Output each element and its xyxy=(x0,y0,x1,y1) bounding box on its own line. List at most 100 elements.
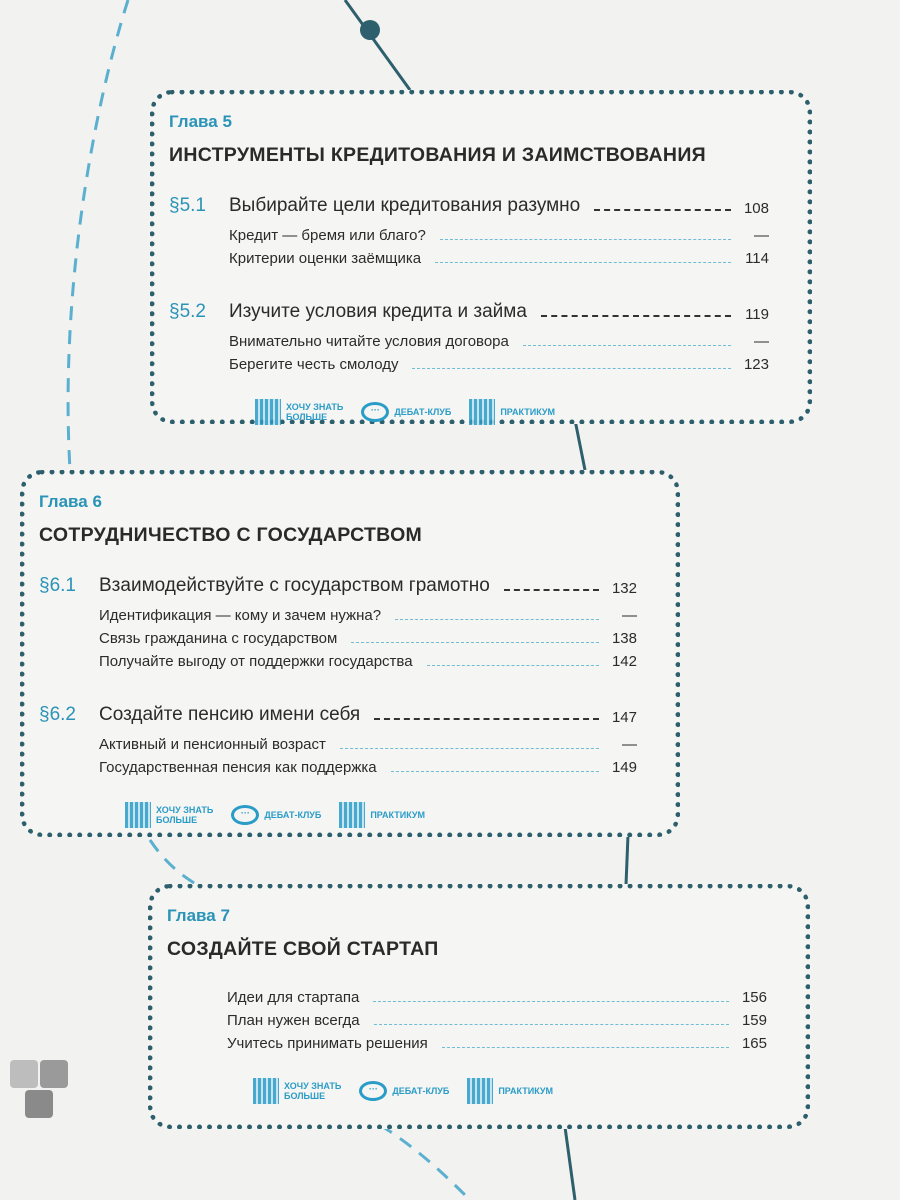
subentry-title: Внимательно читайте условия договора xyxy=(229,333,509,350)
leader-dots xyxy=(412,368,731,369)
hand-pointer-qr-icon xyxy=(467,1078,494,1104)
page-number: — xyxy=(622,736,637,753)
more-label-line1: ХОЧУ ЗНАТЬ xyxy=(286,402,344,412)
leader-dots xyxy=(374,718,599,720)
toc-subentry[interactable]: Активный и пенсионный возраст — xyxy=(39,730,637,753)
spacer xyxy=(169,373,769,387)
toc-section-entry[interactable]: §6.1 Взаимодействуйте с государством грам… xyxy=(39,559,637,597)
chapter-title: ИНСТРУМЕНТЫ КРЕДИТОВАНИЯ И ЗАИМСТВОВАНИЯ xyxy=(169,144,706,166)
page-number: 147 xyxy=(611,709,637,726)
page-number: — xyxy=(622,607,637,624)
debate-label: ДЕБАТ-КЛУБ xyxy=(392,1086,450,1096)
subentry-title: Учитесь принимать решения xyxy=(227,1035,428,1052)
link-debate-club[interactable]: ··· ДЕБАТ-КЛУБ xyxy=(359,1081,449,1101)
subentry-title: Идентификация — кому и зачем нужна? xyxy=(99,607,382,624)
spacer xyxy=(39,670,637,684)
subentry-title: Берегите честь смолоду xyxy=(229,356,399,373)
link-practicum[interactable]: ПРАКТИКУМ xyxy=(469,399,555,425)
more-label-line1: ХОЧУ ЗНАТЬ xyxy=(284,1081,342,1091)
chapter-label: Глава 6 xyxy=(39,492,102,511)
spacer xyxy=(167,969,767,983)
more-label-line1: ХОЧУ ЗНАТЬ xyxy=(156,805,214,815)
page-number: 156 xyxy=(741,989,767,1006)
section-number: §6.1 xyxy=(39,575,76,596)
puzzle-icon xyxy=(10,1060,68,1118)
leader-dots xyxy=(395,619,599,620)
spacer xyxy=(167,1052,767,1066)
subentry-title: План нужен всегда xyxy=(227,1012,360,1029)
leader-dots xyxy=(594,209,731,211)
spacer xyxy=(169,267,769,281)
qr-code-icon xyxy=(125,802,151,828)
link-want-to-know-more[interactable]: ХОЧУ ЗНАТЬ БОЛЬШЕ xyxy=(253,1078,341,1104)
page-number: — xyxy=(754,227,769,244)
more-label: ХОЧУ ЗНАТЬ БОЛЬШЕ xyxy=(284,1081,341,1101)
leader-dots xyxy=(441,1047,729,1048)
chapter-5-box: Глава 5 ИНСТРУМЕНТЫ КРЕДИТОВАНИЯ И ЗАИМСТ… xyxy=(150,90,812,425)
toc-subentry[interactable]: Берегите честь смолоду 123 xyxy=(169,350,769,373)
toc-subentry[interactable]: Критерии оценки заёмщика 114 xyxy=(169,244,769,267)
qr-code-icon xyxy=(253,1078,279,1104)
more-label: ХОЧУ ЗНАТЬ БОЛЬШЕ xyxy=(286,402,343,422)
toc-subentry[interactable]: Получайте выгоду от поддержки государств… xyxy=(39,647,637,670)
link-practicum[interactable]: ПРАКТИКУМ xyxy=(467,1078,553,1104)
toc-subentry[interactable]: План нужен всегда 159 xyxy=(167,1006,767,1029)
page-number: 119 xyxy=(745,306,769,323)
more-label-line2: БОЛЬШЕ xyxy=(286,412,328,422)
link-debate-club[interactable]: ··· ДЕБАТ-КЛУБ xyxy=(231,805,321,825)
subentry-title: Связь гражданина с государством xyxy=(99,630,338,647)
chapter-label: Глава 7 xyxy=(167,906,230,925)
resource-icons: ХОЧУ ЗНАТЬ БОЛЬШЕ ··· ДЕБАТ-КЛУБ ПРАКТИКУМ xyxy=(167,1078,767,1104)
subentry-title: Критерии оценки заёмщика xyxy=(229,250,422,267)
chapter-6-box: Глава 6 СОТРУДНИЧЕСТВО С ГОСУДАРСТВОМ §6.1… xyxy=(20,470,680,837)
subentry-title: Активный и пенсионный возраст xyxy=(99,736,326,753)
link-want-to-know-more[interactable]: ХОЧУ ЗНАТЬ БОЛЬШЕ xyxy=(125,802,213,828)
toc-subentry[interactable]: Учитесь принимать решения 165 xyxy=(167,1029,767,1052)
chapter-7-box: Глава 7 СОЗДАЙТЕ СВОЙ СТАРТАП Идеи для ста… xyxy=(148,884,810,1129)
timeline-dot xyxy=(360,20,380,40)
toc-subentry[interactable]: Идентификация — кому и зачем нужна? — xyxy=(39,601,637,624)
leader-dots xyxy=(522,345,731,346)
page-number: 159 xyxy=(741,1012,767,1029)
speech-bubble-icon: ··· xyxy=(359,1081,388,1101)
debate-label: ДЕБАТ-КЛУБ xyxy=(394,407,452,417)
chapter-label: Глава 5 xyxy=(169,112,232,131)
section-title: Изучите условия кредита и займа xyxy=(229,301,527,322)
section-number: §5.1 xyxy=(169,195,206,216)
leader-dots xyxy=(339,748,599,749)
toc-subentry[interactable]: Идеи для стартапа 156 xyxy=(167,983,767,1006)
leader-dots xyxy=(540,315,731,317)
page-number: 132 xyxy=(611,580,637,597)
section-number: §5.2 xyxy=(169,301,206,322)
page-number: 114 xyxy=(745,250,769,267)
toc-section-entry[interactable]: §5.1 Выбирайте цели кредитования разумно 1… xyxy=(169,179,769,217)
page-number: — xyxy=(754,333,769,350)
more-label: ХОЧУ ЗНАТЬ БОЛЬШЕ xyxy=(156,805,213,825)
hand-pointer-qr-icon xyxy=(469,399,496,425)
practice-label: ПРАКТИКУМ xyxy=(370,810,426,820)
speech-bubble-icon: ··· xyxy=(361,402,390,422)
practice-label: ПРАКТИКУМ xyxy=(498,1086,554,1096)
spacer xyxy=(39,776,637,790)
toc-subentry[interactable]: Связь гражданина с государством 138 xyxy=(39,624,637,647)
link-practicum[interactable]: ПРАКТИКУМ xyxy=(339,802,425,828)
resource-icons: ХОЧУ ЗНАТЬ БОЛЬШЕ ··· ДЕБАТ-КЛУБ ПРАКТИКУМ xyxy=(39,802,637,828)
toc-subentry[interactable]: Внимательно читайте условия договора — xyxy=(169,327,769,350)
subentry-title: Государственная пенсия как поддержка xyxy=(99,759,377,776)
leader-dots xyxy=(426,665,599,666)
toc-section-entry[interactable]: §6.2 Создайте пенсию имени себя 147 xyxy=(39,688,637,726)
page-number: 138 xyxy=(611,630,637,647)
more-label-line2: БОЛЬШЕ xyxy=(284,1091,326,1101)
qr-code-icon xyxy=(255,399,281,425)
link-debate-club[interactable]: ··· ДЕБАТ-КЛУБ xyxy=(361,402,451,422)
link-want-to-know-more[interactable]: ХОЧУ ЗНАТЬ БОЛЬШЕ xyxy=(255,399,343,425)
toc-subentry[interactable]: Кредит — бремя или благо? — xyxy=(169,221,769,244)
leader-dots xyxy=(439,239,731,240)
toc-subentry[interactable]: Государственная пенсия как поддержка 149 xyxy=(39,753,637,776)
toc-section-entry[interactable]: §5.2 Изучите условия кредита и займа 119 xyxy=(169,285,769,323)
hand-pointer-qr-icon xyxy=(339,802,366,828)
subentry-title: Идеи для стартапа xyxy=(227,989,360,1006)
page-number: 165 xyxy=(741,1035,767,1052)
leader-dots xyxy=(373,1024,729,1025)
